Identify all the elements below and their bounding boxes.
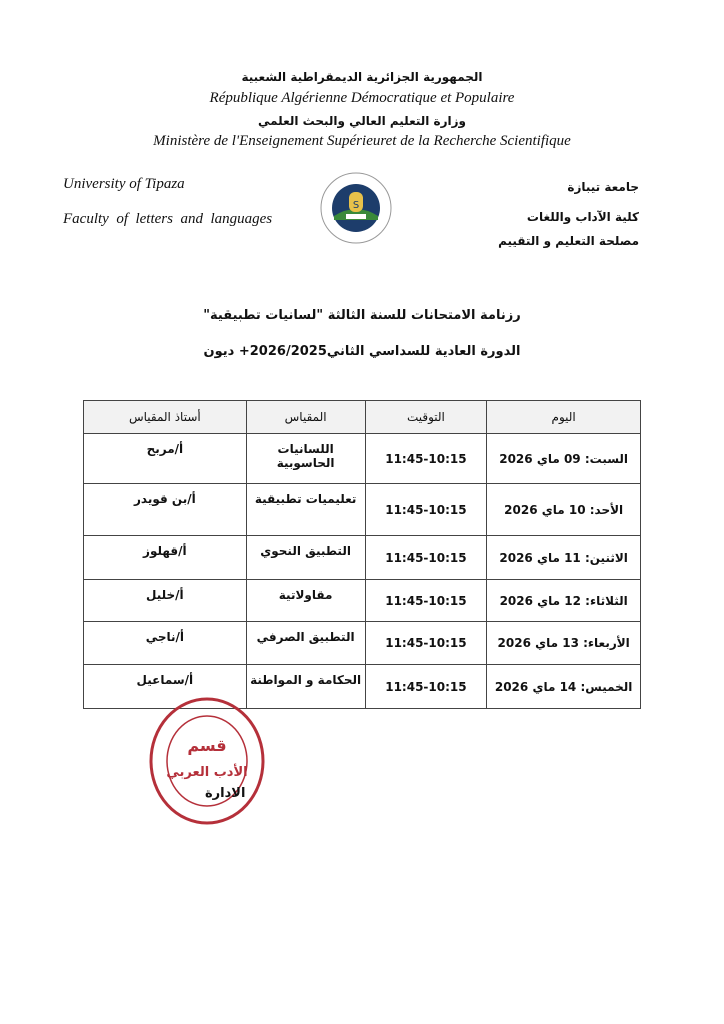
professor-cell: أ/مربح	[83, 433, 247, 484]
module-cell: مقاولاتية	[245, 579, 366, 622]
table-row: الاثنين: 11 ماي 2026 11:45-10:15 التطبيق ا…	[83, 535, 641, 580]
time-cell: 11:45-10:15	[364, 483, 488, 536]
service-ar: مصلحة التعليم و التقييم	[498, 234, 639, 248]
republic-fr: République Algérienne Démocratique et Po…	[209, 90, 515, 106]
table-row: الأحد: 10 ماي 2026 11:45-10:15 تعليميات تط…	[83, 483, 641, 536]
time-cell: 11:45-10:15	[364, 621, 488, 665]
day-cell: السبت: 09 ماي 2026	[486, 433, 641, 484]
faculty-en: Faculty of letters and languages	[63, 211, 273, 227]
day-cell: الأربعاء: 13 ماي 2026	[486, 621, 641, 665]
exam-schedule-table: اليوم التوقيت المقياس أستاذ المقياس السب…	[83, 400, 641, 709]
professor-cell: أ/قهلوز	[83, 535, 247, 580]
table-header-row: اليوم التوقيت المقياس أستاذ المقياس	[83, 400, 641, 434]
day-cell: الاثنين: 11 ماي 2026	[486, 535, 641, 580]
faculty-ar: كلية الآداب واللغات	[526, 210, 639, 224]
ministry-fr: Ministère de l'Enseignement Supérieuret …	[153, 133, 571, 149]
time-cell: 11:45-10:15	[364, 433, 488, 484]
day-cell: الأحد: 10 ماي 2026	[486, 483, 641, 536]
table-row: الثلاثاء: 12 ماي 2026 11:45-10:15 مقاولاتي…	[83, 579, 641, 622]
header-time: التوقيت	[364, 400, 488, 434]
header-professor: أستاذ المقياس	[83, 400, 247, 434]
administration-signature: الادارة	[205, 786, 246, 801]
time-cell: 11:45-10:15	[364, 664, 488, 709]
module-cell: تعليميات تطبيقية	[245, 483, 366, 536]
time-cell: 11:45-10:15	[364, 579, 488, 622]
svg-text:S: S	[353, 200, 359, 211]
exam-session-subtitle: الدورة العادية للسداسي الثاني2026/2025+ …	[203, 344, 521, 359]
day-cell: الخميس: 14 ماي 2026	[486, 664, 641, 709]
university-ar: جامعة تيبازة	[567, 180, 639, 194]
module-cell: التطبيق النحوي	[245, 535, 366, 580]
exam-calendar-title: رزنامة الامتحانات للسنة الثالثة "لسانيات…	[203, 308, 521, 323]
stamp-line1: قسم	[187, 736, 226, 755]
professor-cell: أ/ناجي	[83, 621, 247, 665]
table-row: السبت: 09 ماي 2026 11:45-10:15 اللسانيات ا…	[83, 433, 641, 484]
header-module: المقياس	[245, 400, 366, 434]
university-en: University of Tipaza	[63, 176, 185, 192]
table-row: الأربعاء: 13 ماي 2026 11:45-10:15 التطبيق …	[83, 621, 641, 665]
professor-cell: أ/بن قويدر	[83, 483, 247, 536]
module-cell: التطبيق الصرفي	[245, 621, 366, 665]
module-cell: اللسانيات الحاسوبية	[245, 433, 366, 484]
header-day: اليوم	[486, 400, 641, 434]
university-logo: S	[320, 172, 392, 244]
day-cell: الثلاثاء: 12 ماي 2026	[486, 579, 641, 622]
department-stamp: قسم الأدب العربي	[147, 696, 267, 826]
module-cell: الحكامة و المواطنة	[245, 664, 366, 709]
stamp-line2: الأدب العربي	[166, 763, 247, 780]
professor-cell: أ/خليل	[83, 579, 247, 622]
ministry-ar: وزارة التعليم العالي والبحث العلمي	[257, 114, 467, 128]
republic-ar: الجمهورية الجزائرية الديمقراطية الشعبية	[241, 70, 483, 84]
time-cell: 11:45-10:15	[364, 535, 488, 580]
